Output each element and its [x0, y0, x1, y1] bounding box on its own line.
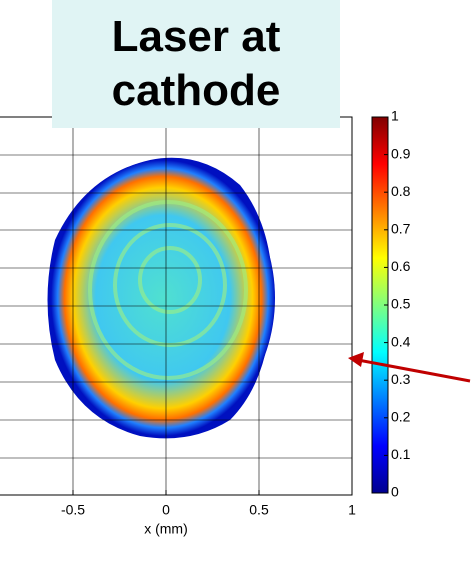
colorbar-tick-label: 0.7	[391, 221, 411, 237]
spot	[51, 160, 275, 436]
x-tick-label: -0.5	[61, 502, 85, 518]
title: Laser at cathode	[52, 0, 340, 128]
colorbar-tick-label: 0.1	[391, 446, 411, 462]
colorbar-tick-label: 0.5	[391, 296, 411, 312]
colorbar-tick-label: 0.6	[391, 258, 411, 274]
colorbar-tick-label: 0.4	[391, 333, 411, 349]
x-axis-label: x (mm)	[144, 521, 188, 537]
colorbar-tick-label: 0.8	[391, 183, 411, 199]
colorbar-tick-label: 0	[391, 484, 399, 500]
x-tick-label: 0	[162, 502, 170, 518]
colorbar-tick-label: 1	[391, 108, 399, 124]
colorbar-tick-label: 0.2	[391, 409, 411, 425]
x-tick-label: 1	[348, 502, 356, 518]
h-grid	[0, 154, 352, 459]
heatmap	[47, 157, 275, 439]
arrow-head	[348, 352, 364, 367]
colorbar-tick-label: 0.3	[391, 371, 411, 387]
arrow	[357, 358, 471, 383]
colorbar-tick-label: 0.9	[391, 145, 411, 161]
rings	[88, 200, 248, 380]
x-tick-label: 0.5	[249, 502, 269, 518]
